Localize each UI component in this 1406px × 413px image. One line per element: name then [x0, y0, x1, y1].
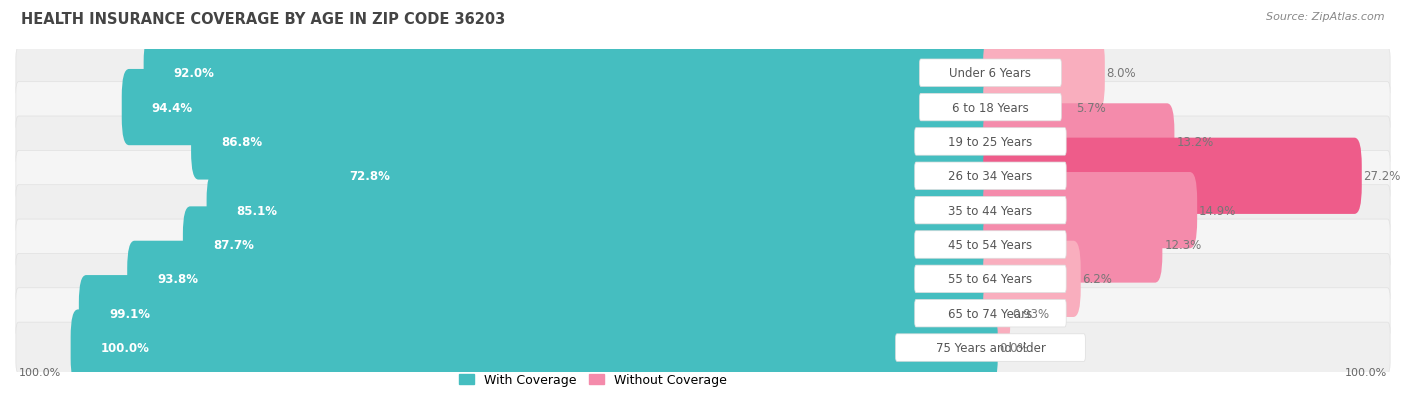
FancyBboxPatch shape: [915, 300, 1066, 327]
FancyBboxPatch shape: [15, 185, 1391, 236]
FancyBboxPatch shape: [143, 36, 998, 112]
FancyBboxPatch shape: [983, 138, 1362, 214]
FancyBboxPatch shape: [915, 266, 1066, 293]
Text: 27.2%: 27.2%: [1364, 170, 1400, 183]
Text: 6.2%: 6.2%: [1083, 273, 1112, 286]
Text: 45 to 54 Years: 45 to 54 Years: [949, 238, 1032, 252]
FancyBboxPatch shape: [983, 70, 1074, 146]
FancyBboxPatch shape: [983, 241, 1081, 317]
FancyBboxPatch shape: [207, 173, 998, 249]
Text: 55 to 64 Years: 55 to 64 Years: [949, 273, 1032, 286]
Text: 0.93%: 0.93%: [1012, 307, 1049, 320]
FancyBboxPatch shape: [983, 207, 1163, 283]
Text: 100.0%: 100.0%: [1346, 367, 1388, 377]
FancyBboxPatch shape: [15, 288, 1391, 339]
FancyBboxPatch shape: [920, 60, 1062, 87]
Legend: With Coverage, Without Coverage: With Coverage, Without Coverage: [454, 368, 731, 391]
Text: 100.0%: 100.0%: [18, 367, 60, 377]
FancyBboxPatch shape: [183, 207, 998, 283]
Text: 93.8%: 93.8%: [157, 273, 198, 286]
Text: 8.0%: 8.0%: [1107, 67, 1136, 80]
Text: HEALTH INSURANCE COVERAGE BY AGE IN ZIP CODE 36203: HEALTH INSURANCE COVERAGE BY AGE IN ZIP …: [21, 12, 505, 27]
FancyBboxPatch shape: [983, 104, 1174, 180]
FancyBboxPatch shape: [983, 173, 1197, 249]
FancyBboxPatch shape: [127, 241, 998, 317]
Text: Source: ZipAtlas.com: Source: ZipAtlas.com: [1267, 12, 1385, 22]
Text: 92.0%: 92.0%: [174, 67, 215, 80]
FancyBboxPatch shape: [915, 231, 1066, 259]
FancyBboxPatch shape: [122, 70, 998, 146]
FancyBboxPatch shape: [15, 48, 1391, 99]
Text: 72.8%: 72.8%: [349, 170, 389, 183]
Text: 94.4%: 94.4%: [152, 101, 193, 114]
FancyBboxPatch shape: [79, 275, 998, 351]
FancyBboxPatch shape: [915, 197, 1066, 224]
FancyBboxPatch shape: [915, 163, 1066, 190]
Text: 65 to 74 Years: 65 to 74 Years: [948, 307, 1032, 320]
FancyBboxPatch shape: [15, 151, 1391, 202]
FancyBboxPatch shape: [191, 104, 998, 180]
Text: 87.7%: 87.7%: [212, 238, 254, 252]
FancyBboxPatch shape: [920, 94, 1062, 121]
Text: 86.8%: 86.8%: [221, 135, 263, 149]
FancyBboxPatch shape: [15, 323, 1391, 373]
Text: 85.1%: 85.1%: [236, 204, 278, 217]
FancyBboxPatch shape: [15, 83, 1391, 133]
FancyBboxPatch shape: [983, 36, 1105, 112]
FancyBboxPatch shape: [915, 128, 1066, 156]
FancyBboxPatch shape: [15, 220, 1391, 270]
Text: 13.2%: 13.2%: [1177, 135, 1213, 149]
Text: 35 to 44 Years: 35 to 44 Years: [949, 204, 1032, 217]
Text: 26 to 34 Years: 26 to 34 Years: [948, 170, 1032, 183]
FancyBboxPatch shape: [319, 138, 998, 214]
Text: 0.0%: 0.0%: [1000, 341, 1029, 354]
Text: Under 6 Years: Under 6 Years: [949, 67, 1032, 80]
FancyBboxPatch shape: [70, 310, 998, 386]
Text: 75 Years and older: 75 Years and older: [935, 341, 1046, 354]
Text: 19 to 25 Years: 19 to 25 Years: [948, 135, 1032, 149]
Text: 5.7%: 5.7%: [1076, 101, 1105, 114]
Text: 14.9%: 14.9%: [1199, 204, 1236, 217]
Text: 99.1%: 99.1%: [108, 307, 150, 320]
FancyBboxPatch shape: [896, 334, 1085, 361]
Text: 12.3%: 12.3%: [1164, 238, 1202, 252]
FancyBboxPatch shape: [15, 254, 1391, 304]
FancyBboxPatch shape: [983, 275, 1010, 351]
FancyBboxPatch shape: [15, 117, 1391, 167]
Text: 6 to 18 Years: 6 to 18 Years: [952, 101, 1029, 114]
Text: 100.0%: 100.0%: [101, 341, 149, 354]
